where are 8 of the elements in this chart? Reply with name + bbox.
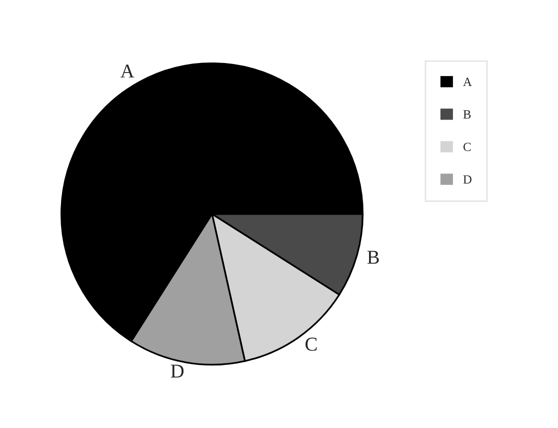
slice-label: C [306,338,317,351]
slice-label: D [170,364,184,378]
slice-label: A [120,64,134,78]
slice-label: B [367,250,379,264]
legend-label: C [463,142,471,152]
legend-label: A [463,78,472,86]
legend-label: D [463,175,472,184]
legend-label: B [463,110,471,119]
